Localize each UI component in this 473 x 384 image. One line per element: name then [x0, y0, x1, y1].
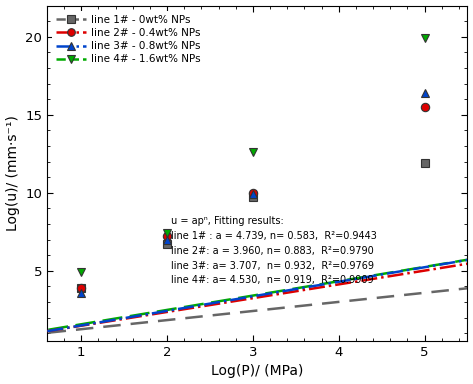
Y-axis label: Log(u)/ (mm·s⁻¹): Log(u)/ (mm·s⁻¹): [6, 115, 19, 231]
Text: u = apⁿ, Fitting results:
line 1# : a = 4.739, n= 0.583,  R²=0.9443
line 2#: a =: u = apⁿ, Fitting results: line 1# : a = …: [171, 216, 377, 285]
Legend: line 1# - 0wt% NPs, line 2# - 0.4wt% NPs, line 3# - 0.8wt% NPs, line 4# - 1.6wt%: line 1# - 0wt% NPs, line 2# - 0.4wt% NPs…: [52, 11, 204, 68]
X-axis label: Log(P)/ (MPa): Log(P)/ (MPa): [211, 364, 303, 379]
